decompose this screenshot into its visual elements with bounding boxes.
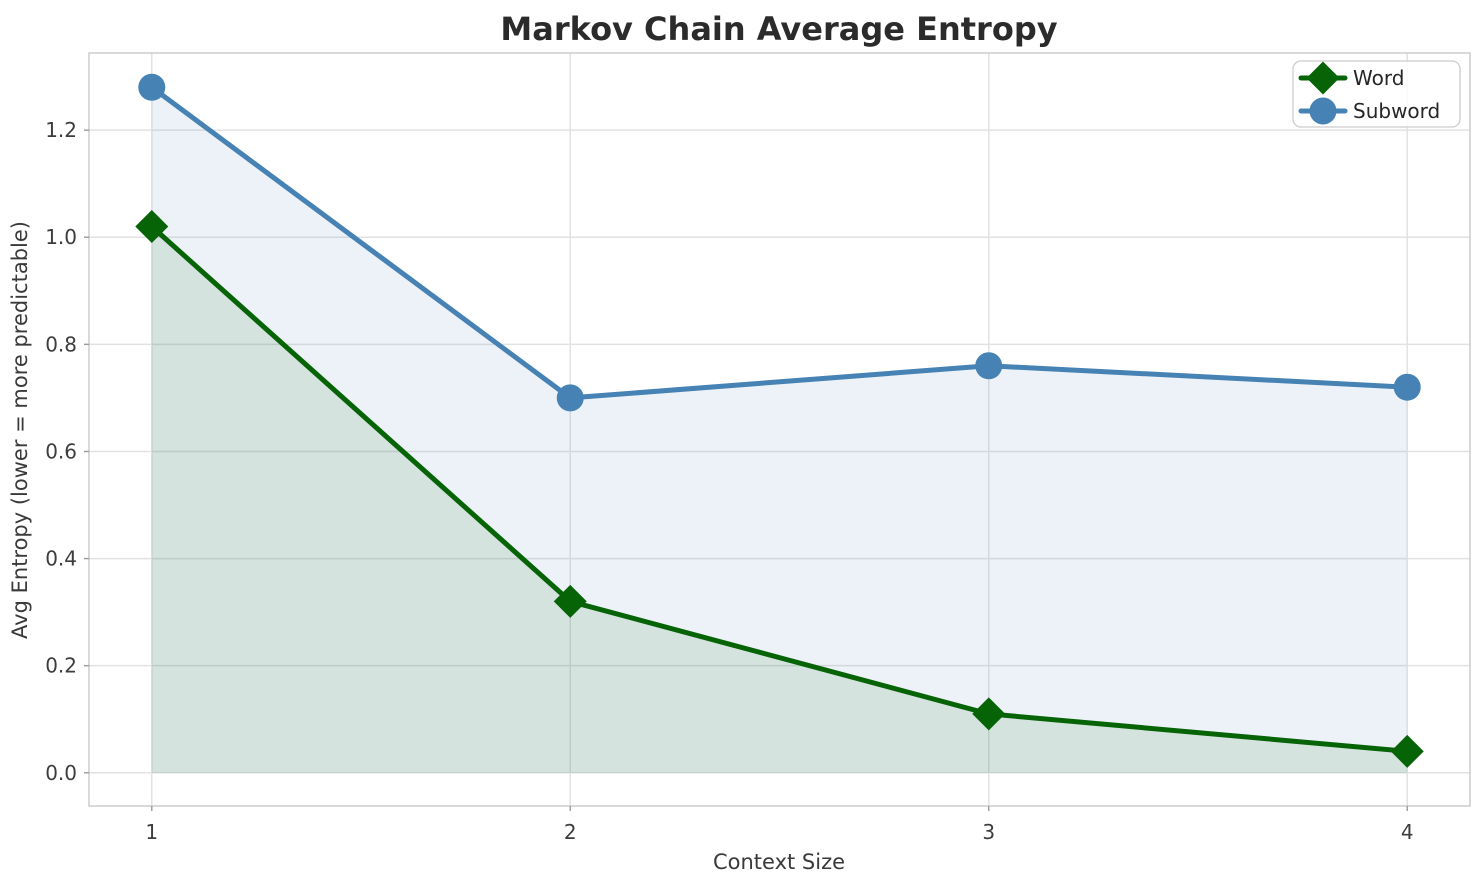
legend-layer: Word Subword: [1292, 60, 1461, 128]
legend-swatch-word: [1306, 61, 1340, 95]
marker-word: [972, 697, 1006, 731]
area-fill-subword: [151, 87, 1408, 773]
marker-word: [553, 584, 587, 618]
x-tick-label: 3: [982, 820, 995, 844]
y-tick-label: 0.8: [45, 332, 77, 356]
y-tick-label: 1.0: [45, 225, 77, 249]
y-axis-label: Avg Entropy (lower = more predictable): [8, 221, 32, 639]
x-tick-label: 1: [145, 820, 158, 844]
chart-title: Markov Chain Average Entropy: [500, 10, 1057, 48]
plot-border: [88, 52, 1471, 807]
series-layer: [135, 73, 1424, 773]
marker-subword: [138, 73, 166, 101]
legend-swatch-subword: [1309, 97, 1337, 125]
grid-layer: [89, 53, 1470, 806]
x-tick-label: 4: [1401, 820, 1414, 844]
x-tick-label: 2: [564, 820, 577, 844]
y-tick-label: 1.2: [45, 118, 77, 142]
y-tick-label: 0.2: [45, 654, 77, 678]
x-axis-label: Context Size: [713, 850, 845, 874]
series-line-word: [149, 224, 1410, 754]
marker-word: [1390, 734, 1424, 768]
legend-label-subword: Subword: [1353, 99, 1440, 123]
marker-subword: [1393, 373, 1421, 401]
marker-subword: [556, 384, 584, 412]
series-line-subword: [149, 84, 1410, 401]
y-tick-label: 0.4: [45, 547, 77, 571]
marker-subword: [975, 352, 1003, 380]
legend-label-word: Word: [1353, 66, 1404, 90]
y-tick-label: 0.6: [45, 439, 77, 463]
marker-word: [135, 210, 169, 244]
y-tick-label: 0.0: [45, 761, 77, 785]
axis-layer: 0.0 0.2 0.4 0.6 0.8 1.0 1.2 1 2 3 4: [45, 52, 1471, 844]
area-fill-word: [151, 226, 1408, 773]
